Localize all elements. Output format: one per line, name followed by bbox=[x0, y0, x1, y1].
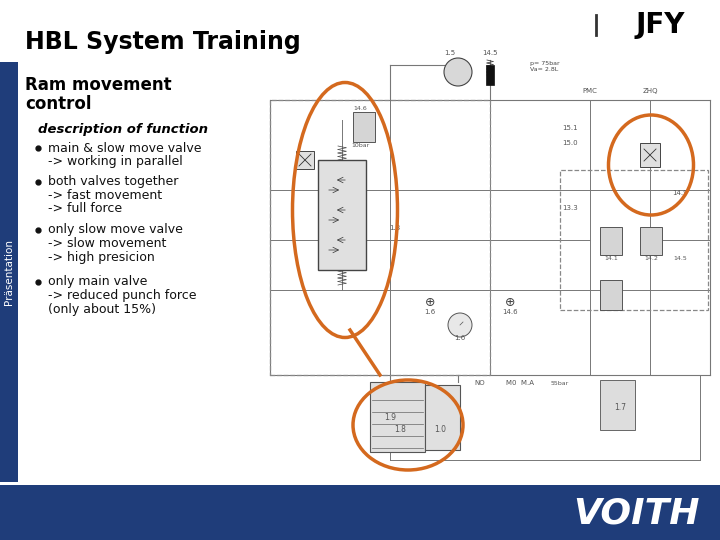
Text: p= 75bar: p= 75bar bbox=[530, 61, 559, 66]
Bar bbox=[486, 65, 494, 85]
Text: Va= 2.8L: Va= 2.8L bbox=[530, 67, 558, 72]
Text: 1.9: 1.9 bbox=[384, 413, 396, 422]
Text: 14.9: 14.9 bbox=[672, 190, 688, 196]
Bar bbox=[318, 160, 366, 270]
Text: 1.7: 1.7 bbox=[614, 403, 626, 412]
Text: both valves together: both valves together bbox=[48, 176, 179, 188]
Text: control: control bbox=[25, 95, 91, 113]
Text: 14.6: 14.6 bbox=[502, 309, 518, 315]
Text: M0  M.A: M0 M.A bbox=[506, 380, 534, 386]
Text: 10bar: 10bar bbox=[351, 143, 369, 148]
Text: 15.1: 15.1 bbox=[562, 125, 578, 131]
Bar bbox=[640, 143, 660, 167]
Text: 55bar: 55bar bbox=[551, 381, 569, 386]
Text: VOITH: VOITH bbox=[574, 496, 700, 530]
Text: only main valve: only main valve bbox=[48, 275, 148, 288]
Bar bbox=[0, 485, 720, 540]
Text: Präsentation: Präsentation bbox=[4, 239, 14, 305]
Bar bbox=[425, 385, 460, 450]
Text: 1.0: 1.0 bbox=[434, 425, 446, 434]
Text: 14.5: 14.5 bbox=[673, 256, 687, 261]
Text: (only about 15%): (only about 15%) bbox=[48, 302, 156, 315]
Text: HBL System Training: HBL System Training bbox=[25, 30, 301, 54]
Text: -> fast movement: -> fast movement bbox=[48, 189, 162, 202]
Text: NO: NO bbox=[474, 380, 485, 386]
Bar bbox=[560, 170, 708, 310]
Text: 15.0: 15.0 bbox=[562, 140, 578, 146]
Text: 14.2: 14.2 bbox=[644, 256, 658, 261]
Text: -> slow movement: -> slow movement bbox=[48, 237, 166, 250]
Text: 1.8: 1.8 bbox=[394, 425, 406, 434]
Text: ZHQ: ZHQ bbox=[642, 88, 658, 94]
Circle shape bbox=[444, 58, 472, 86]
Text: -> full force: -> full force bbox=[48, 202, 122, 215]
Bar bbox=[600, 227, 622, 255]
Bar bbox=[353, 112, 375, 142]
Bar bbox=[640, 227, 662, 255]
Text: -> reduced punch force: -> reduced punch force bbox=[48, 289, 197, 302]
Text: 13.3: 13.3 bbox=[562, 205, 578, 211]
Text: 1.3: 1.3 bbox=[390, 225, 400, 231]
Text: description of function: description of function bbox=[38, 124, 208, 137]
Bar bbox=[270, 100, 490, 375]
Text: -> working in parallel: -> working in parallel bbox=[48, 155, 183, 168]
Text: Ram movement: Ram movement bbox=[25, 76, 171, 94]
Text: JFY: JFY bbox=[635, 11, 685, 39]
Text: 1.6: 1.6 bbox=[454, 335, 466, 341]
Circle shape bbox=[448, 313, 472, 337]
Text: only slow move valve: only slow move valve bbox=[48, 224, 183, 237]
Text: 14.6: 14.6 bbox=[353, 106, 367, 111]
Text: 14.1: 14.1 bbox=[604, 256, 618, 261]
Text: -> high presicion: -> high presicion bbox=[48, 251, 155, 264]
Bar bbox=[0, 62, 18, 482]
Text: main & slow move valve: main & slow move valve bbox=[48, 141, 202, 154]
Bar bbox=[600, 280, 622, 310]
Bar bbox=[600, 380, 635, 430]
Text: 14.5: 14.5 bbox=[482, 50, 498, 56]
Text: 1.5: 1.5 bbox=[444, 50, 456, 56]
Bar bbox=[296, 151, 314, 169]
Text: PMC: PMC bbox=[582, 88, 598, 94]
Text: ⊕: ⊕ bbox=[505, 295, 516, 308]
Text: ⊕: ⊕ bbox=[425, 295, 436, 308]
Text: 1.6: 1.6 bbox=[424, 309, 436, 315]
Bar bbox=[370, 382, 425, 452]
